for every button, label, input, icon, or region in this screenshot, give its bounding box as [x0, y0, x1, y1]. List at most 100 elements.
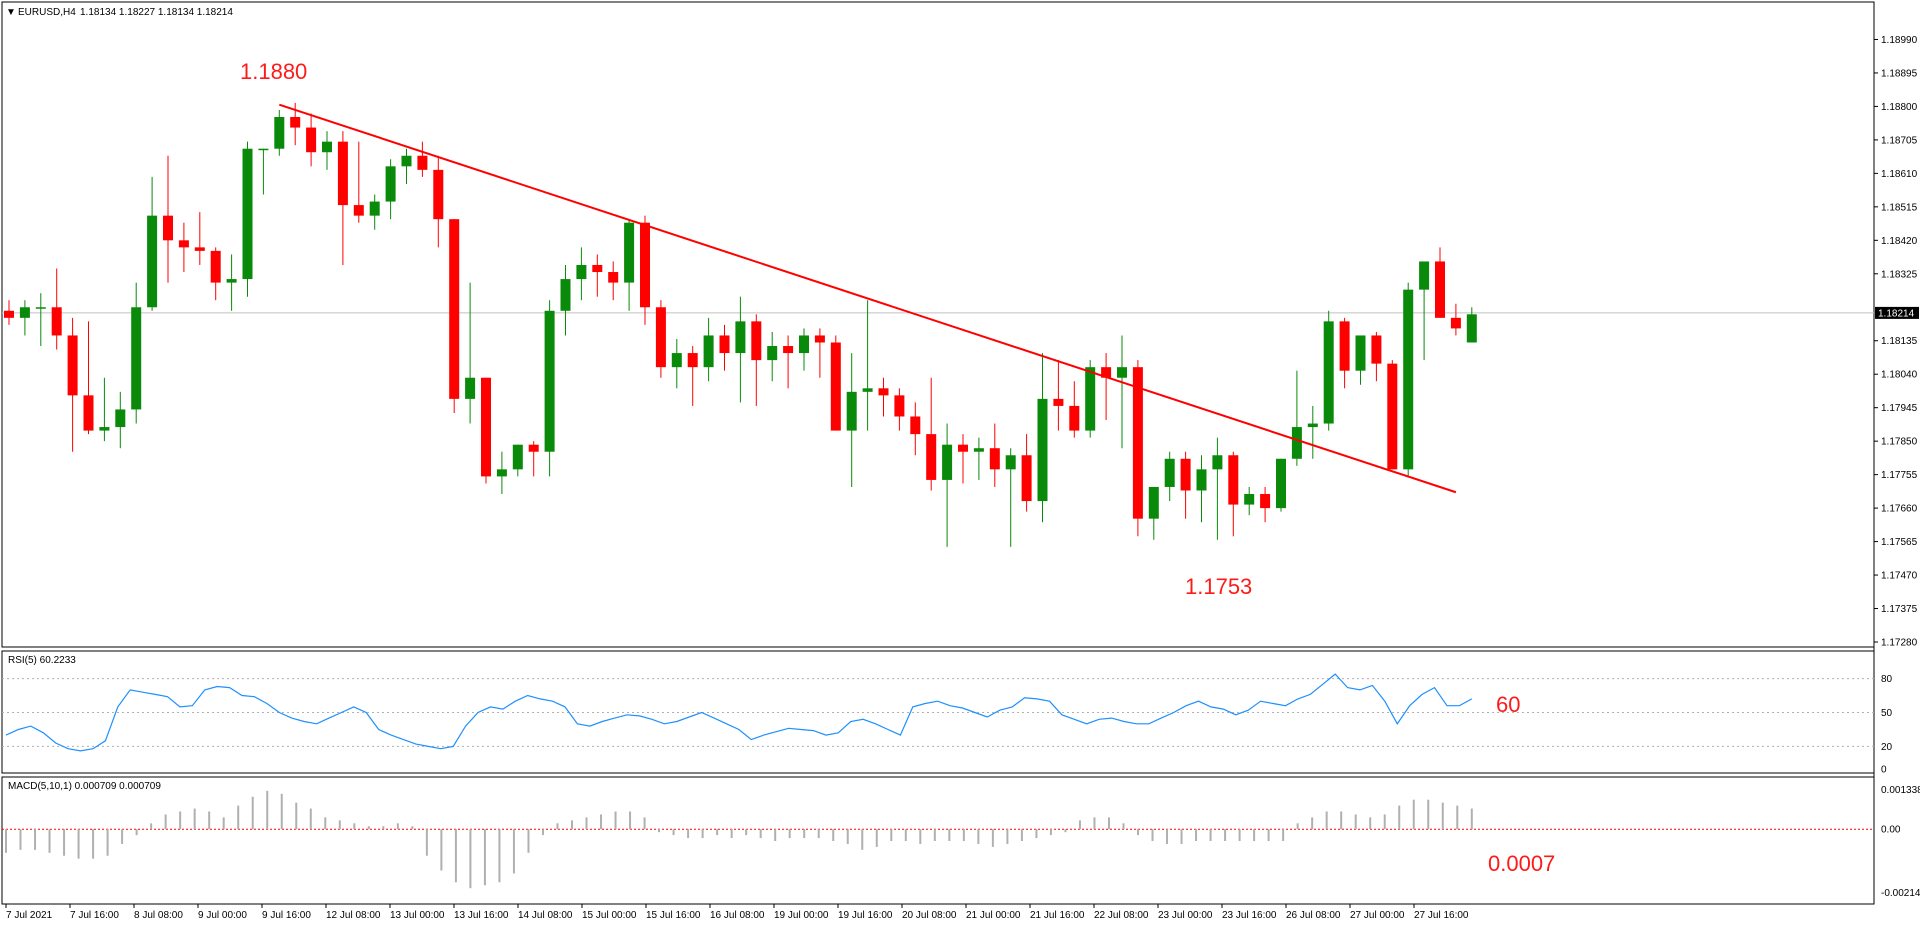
bearish-candle: [926, 434, 937, 480]
bullish-candle: [19, 307, 30, 318]
bearish-candle: [1132, 367, 1143, 519]
bullish-candle: [1196, 469, 1207, 491]
time-tick-label: 8 Jul 08:00: [134, 910, 183, 921]
bearish-candle: [592, 264, 603, 273]
bearish-candle: [337, 141, 348, 206]
bullish-candle: [1307, 423, 1318, 428]
time-tick-label: 13 Jul 00:00: [390, 910, 445, 921]
rsi-level-lines: [2, 678, 1874, 747]
time-tick-label: 14 Jul 08:00: [518, 910, 573, 921]
time-tick-label: 20 Jul 08:00: [902, 910, 957, 921]
price-tick-label: 1.18040: [1881, 370, 1918, 381]
price-tick-label: 1.18135: [1881, 336, 1918, 347]
bullish-candle: [799, 335, 809, 354]
symbol-label: EURUSD,H4: [18, 7, 76, 18]
bearish-candle: [1021, 455, 1032, 502]
bearish-candle: [1387, 363, 1398, 470]
time-tick-label: 9 Jul 16:00: [262, 910, 311, 921]
bearish-candle: [989, 448, 1000, 470]
current-price-tag: [1875, 306, 1919, 319]
bearish-candle: [958, 444, 968, 452]
price-tick-label: 1.17660: [1881, 504, 1918, 515]
price-tick-label: 1.18705: [1881, 135, 1918, 146]
bearish-candle: [83, 395, 94, 431]
bearish-candle: [1450, 317, 1461, 329]
bullish-candle: [1005, 455, 1016, 470]
macd-tick-label: 0.001338: [1881, 785, 1920, 796]
bearish-candle: [783, 346, 794, 354]
bullish-candle: [322, 141, 332, 153]
time-tick-label: 9 Jul 00:00: [198, 910, 247, 921]
bullish-candle: [274, 116, 285, 149]
bearish-candle: [1180, 458, 1191, 491]
bearish-candle: [210, 250, 221, 283]
bearish-candle: [51, 307, 62, 336]
time-tick-label: 15 Jul 00:00: [582, 910, 637, 921]
bearish-candle: [894, 395, 905, 417]
bullish-candle: [147, 215, 158, 308]
bearish-candle: [1435, 261, 1445, 318]
macd-value-annotation: 0.0007: [1488, 851, 1555, 876]
bullish-candle: [862, 388, 873, 392]
bearish-candle: [1053, 398, 1064, 406]
bearish-candle: [814, 335, 825, 343]
low-annotation: 1.1753: [1185, 574, 1252, 599]
bearish-candle: [163, 215, 173, 241]
bullish-candle: [1403, 289, 1414, 470]
time-tick-label: 22 Jul 08:00: [1094, 910, 1149, 921]
downtrend-line: [278, 103, 1457, 494]
bearish-candle: [290, 116, 301, 128]
bullish-candle: [258, 148, 269, 151]
bearish-candle: [910, 416, 921, 435]
price-tick-label: 1.18800: [1881, 102, 1918, 113]
price-axis: 1.18990 1.18895 1.18800 1.18705 1.18610 1.185…: [1874, 35, 1919, 649]
time-tick-label: 16 Jul 08:00: [710, 910, 765, 921]
bearish-candle: [608, 272, 619, 283]
bullish-candle: [35, 307, 46, 309]
bullish-candle: [226, 279, 237, 283]
bearish-candle: [830, 342, 841, 431]
bullish-candle: [1037, 398, 1048, 502]
bearish-candle: [1371, 335, 1382, 364]
time-tick-label: 7 Jul 2021: [6, 910, 53, 921]
rsi-series: [5, 673, 1473, 752]
rsi-tick-label: 50: [1881, 708, 1893, 719]
time-tick-label: 21 Jul 16:00: [1030, 910, 1085, 921]
bearish-candle: [1101, 367, 1112, 378]
macd-axis: 0.001338 0.00 -0.002146: [1881, 785, 1920, 899]
bullish-candle: [846, 391, 857, 431]
ohlc-readout: 1.18134 1.18227 1.18134 1.18214: [80, 7, 233, 18]
price-tick-label: 1.17755: [1881, 470, 1918, 481]
price-tick-label: 1.17945: [1881, 403, 1918, 414]
macd-tick-label: 0.00: [1881, 825, 1901, 836]
macd-title: MACD(5,10,1) 0.000709 0.000709: [8, 781, 161, 792]
price-tick-label: 1.17850: [1881, 437, 1918, 448]
bullish-candle: [496, 469, 507, 477]
macd-tick-label: -0.002146: [1881, 888, 1920, 899]
bullish-candle: [1276, 458, 1286, 509]
bearish-candle: [1260, 494, 1271, 509]
main-panel-frame: [1, 1, 1875, 648]
rsi-title: RSI(5) 60.2233: [8, 655, 76, 666]
trendline[interactable]: [278, 103, 1457, 494]
bearish-candle: [751, 321, 762, 361]
bearish-candle: [353, 205, 364, 216]
bearish-candle: [194, 247, 205, 251]
bullish-candle: [1244, 494, 1255, 505]
time-tick-label: 15 Jul 16:00: [646, 910, 701, 921]
bearish-candle: [449, 219, 460, 399]
price-tick-label: 1.18895: [1881, 68, 1918, 79]
macd-histogram: [5, 790, 1473, 889]
current-price-label: 1.18214: [1878, 308, 1915, 319]
bullish-candle: [735, 321, 746, 354]
bullish-candle: [1466, 314, 1477, 343]
rsi-tick-label: 20: [1881, 742, 1893, 753]
bullish-candle: [767, 346, 778, 361]
candlestick-series: [4, 102, 1477, 547]
bearish-candle: [4, 310, 14, 318]
time-axis: 7 Jul 2021 7 Jul 16:00 8 Jul 08:00 9 Jul 00…: [5, 904, 1469, 921]
time-tick-label: 23 Jul 16:00: [1222, 910, 1277, 921]
chart-menu-arrow-icon[interactable]: ▼: [6, 7, 16, 18]
